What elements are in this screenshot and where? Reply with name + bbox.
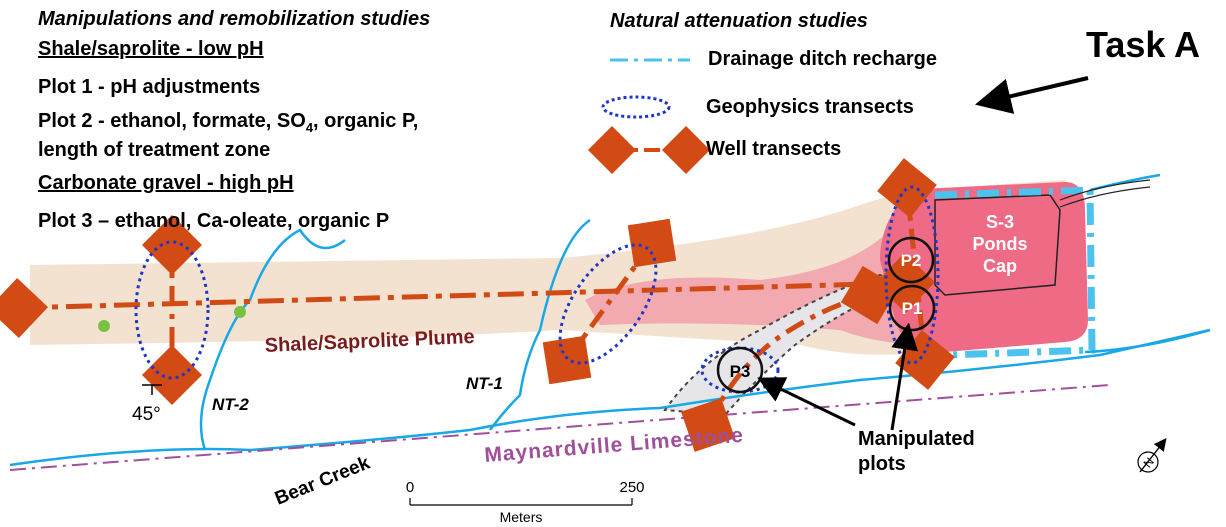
geophysics-transect-west <box>134 240 210 380</box>
ponds-stream <box>1084 173 1211 354</box>
nt2-label: NT-2 <box>212 395 249 414</box>
limestone-boundary <box>9 384 1111 471</box>
legend-drainage-label: Drainage ditch recharge <box>708 48 937 70</box>
plot3-text: Plot 3 – ethanol, Ca-oleate, organic P <box>38 210 390 232</box>
plot2-line2: length of treatment zone <box>38 139 271 161</box>
ponds-label: Ponds <box>972 234 1027 254</box>
well-transect-east <box>877 158 955 390</box>
plot2-text: Plot 2 - ethanol, formate, SO4, organic … <box>38 110 418 135</box>
task-label: Task A <box>1086 24 1201 65</box>
ponds-label: Cap <box>983 256 1017 276</box>
legend-wells-label: Well transects <box>706 138 842 160</box>
scale-start-label: 0 <box>406 479 414 496</box>
plot2-text-end: , organic P, <box>313 110 419 132</box>
carbonate-heading: Carbonate gravel - high pH <box>38 172 294 194</box>
north-arrow-circle <box>1137 451 1159 473</box>
legend-geophysics-label: Geophysics transects <box>706 96 914 118</box>
north-arrow-shaft <box>1139 438 1167 473</box>
geophysics-transect-p3 <box>700 346 780 394</box>
well-transect-p3 <box>681 265 900 452</box>
creek-label: Bear Creek <box>272 452 373 509</box>
plot-p1-label: P1 <box>902 299 923 318</box>
plot2-subscript: 4 <box>305 120 314 135</box>
plot-p2-circle <box>887 236 935 284</box>
plot-p3-label: P3 <box>730 362 751 381</box>
manipulated-plots-label: Manipulated <box>858 428 975 450</box>
geophysics-transect-east <box>884 185 940 365</box>
task-arrow <box>974 76 1089 114</box>
well-transect-nt1 <box>542 218 677 385</box>
well-point <box>234 306 246 318</box>
limestone-label: Maynardville Limestone <box>484 424 745 467</box>
plot2-text-main: Plot 2 - ethanol, formate, SO <box>38 110 306 132</box>
scale-unit-label: Meters <box>500 509 543 525</box>
manipulated-plots-label: plots <box>858 453 906 475</box>
nt1-label: NT-1 <box>466 374 503 393</box>
plot-p2-label: P2 <box>901 251 922 270</box>
ponds-label: S-3 <box>986 212 1014 232</box>
shale-heading: Shale/saprolite - low pH <box>38 38 264 60</box>
plot1-text: Plot 1 - pH adjustments <box>38 76 261 98</box>
scale-end-label: 250 <box>619 479 644 496</box>
manip-arrow-p1 <box>890 322 918 431</box>
plot-p3-circle <box>716 346 764 394</box>
legend-geophysics-symbol <box>601 95 671 119</box>
well-point <box>98 320 110 332</box>
manipulation-heading: Manipulations and remobilization studies <box>38 8 431 30</box>
natural-heading: Natural attenuation studies <box>610 10 868 32</box>
manip-arrow-p3 <box>757 377 856 427</box>
angle-label: 45° <box>132 404 161 425</box>
pipe-lines <box>1059 179 1151 208</box>
